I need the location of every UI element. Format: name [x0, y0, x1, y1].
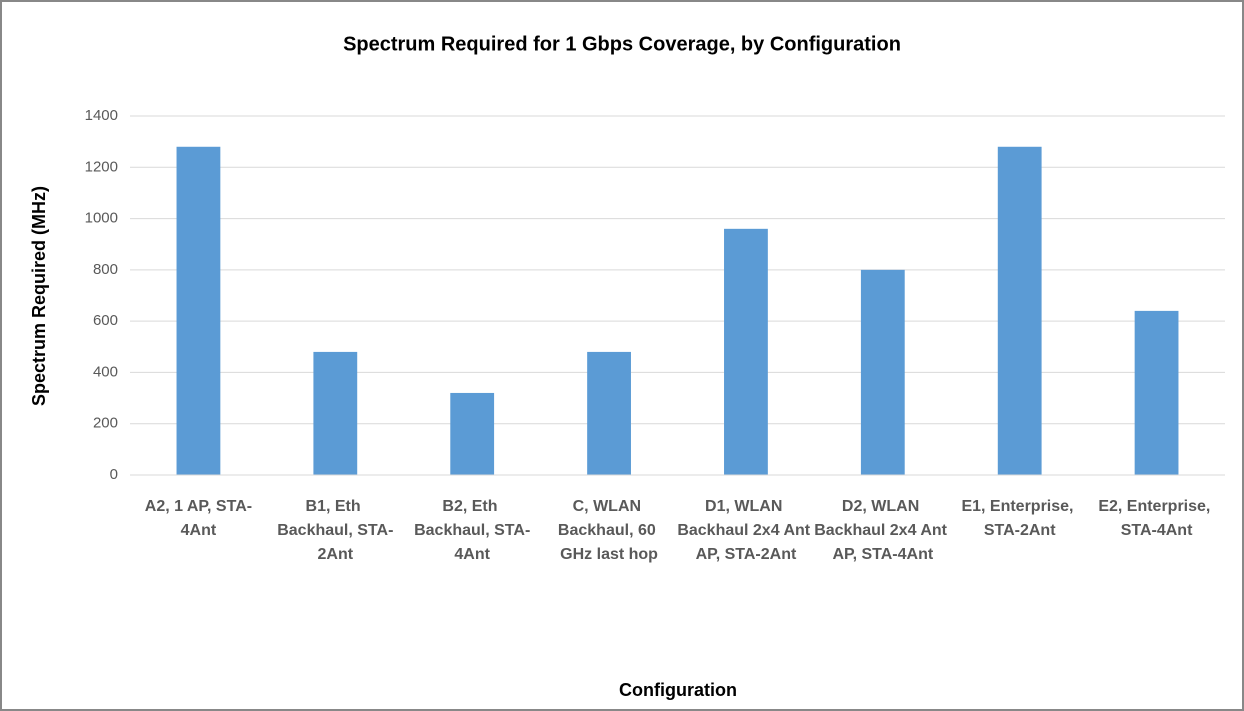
- y-tick-label: 1200: [85, 158, 118, 175]
- chart-title: Spectrum Required for 1 Gbps Coverage, b…: [343, 33, 901, 55]
- bar: [587, 351, 631, 475]
- y-tick-label: 400: [93, 363, 118, 380]
- x-tick-label: E1, Enterprise, STA-2Ant: [961, 498, 1078, 539]
- bar: [997, 146, 1042, 475]
- x-tick-label: D1, WLAN Backhaul 2x4 Ant AP, STA-2Ant: [677, 498, 814, 563]
- bar: [860, 269, 905, 475]
- y-tick-label: 1000: [85, 210, 118, 227]
- y-tick-label: 1400: [85, 107, 118, 124]
- bar: [313, 351, 358, 475]
- bar: [176, 146, 221, 475]
- y-tick-label: 600: [93, 312, 118, 329]
- x-tick-label: B1, Eth Backhaul, STA-2Ant: [277, 498, 393, 563]
- x-tick-label: A2, 1 AP, STA-4Ant: [145, 498, 252, 539]
- y-tick-label: 800: [93, 261, 118, 278]
- x-tick-label: E2, Enterprise, STA-4Ant: [1098, 498, 1215, 539]
- x-tick-label: B2, Eth Backhaul, STA-4Ant: [414, 498, 530, 563]
- x-tick-label: C, WLAN Backhaul, 60 GHz last hop: [558, 498, 660, 563]
- y-tick-label: 200: [93, 415, 118, 432]
- bar: [1134, 310, 1179, 475]
- bar: [450, 392, 495, 475]
- y-axis-title: Spectrum Required (MHz): [29, 186, 49, 406]
- bar: [724, 228, 768, 475]
- x-tick-label: D2, WLAN Backhaul 2x4 Ant AP, STA-4Ant: [814, 498, 951, 563]
- x-axis-title: Configuration: [619, 680, 737, 700]
- y-tick-label: 0: [110, 466, 118, 483]
